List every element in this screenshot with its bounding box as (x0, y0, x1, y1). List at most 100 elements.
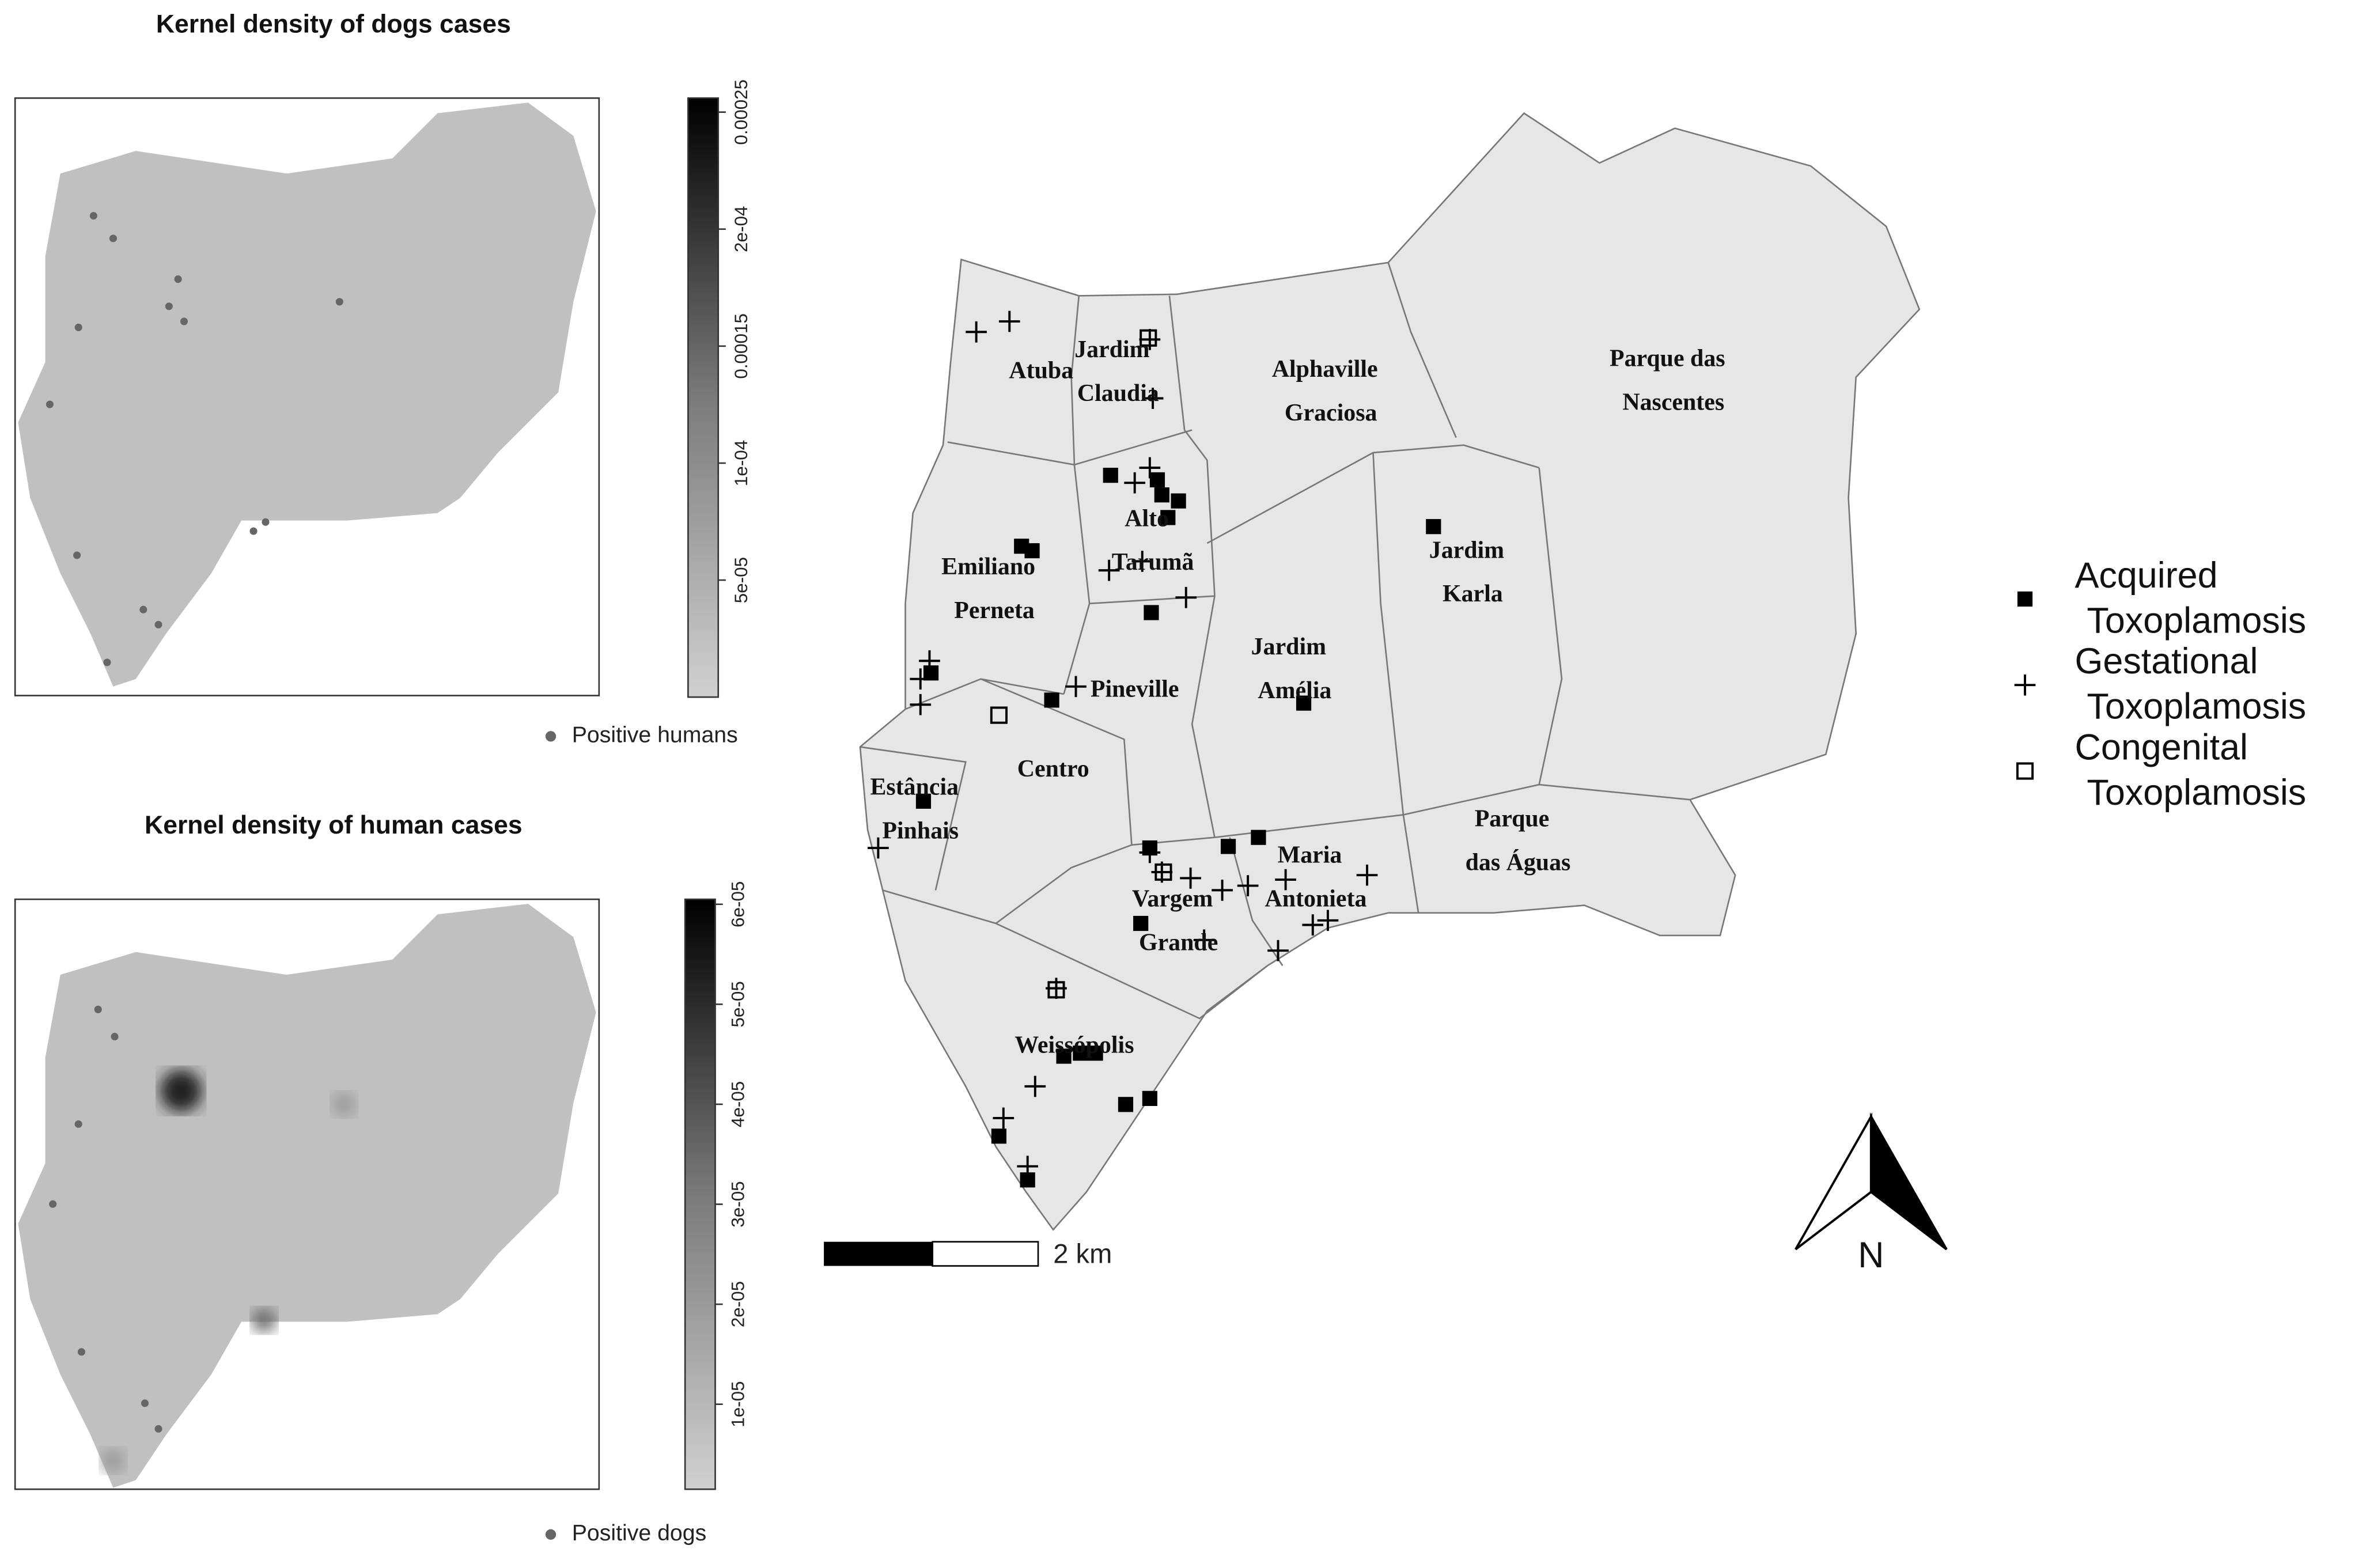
colorbar-tick-label: 1e-04 (731, 440, 751, 486)
gestational-case (1065, 676, 1087, 698)
legend-label: Congenital (2074, 727, 2248, 767)
neighborhood-label: Atuba (1009, 358, 1073, 384)
legend-symbol (545, 1529, 557, 1540)
colorbar-tick-label: 4e-05 (728, 1081, 748, 1127)
neighborhood-label: Pinhais (882, 817, 959, 844)
gestational-case (1142, 388, 1164, 409)
colorbar-tick-label: 6e-05 (728, 881, 748, 927)
legend-label: Positive humans (572, 722, 738, 748)
colorbar-tick-label: 0.00015 (731, 313, 751, 379)
gestational-case (993, 1107, 1014, 1129)
gestational-case (1131, 551, 1153, 572)
case-symbols (868, 310, 1441, 1188)
density-hotspot (160, 1070, 202, 1112)
panel-title: Kernel density of dogs cases (156, 10, 511, 38)
scale-segment (932, 1241, 1039, 1267)
density-hotspot (332, 1092, 357, 1117)
acquired-case (1073, 1046, 1088, 1061)
colorbar-tick-label: 3e-05 (728, 1181, 748, 1227)
acquired-case (1133, 915, 1149, 931)
neighborhood-label: Graciosa (1285, 400, 1377, 426)
district-boundaries (860, 262, 1690, 1020)
scale-bar: 2 km (824, 1238, 1112, 1268)
gestational-case (998, 310, 1020, 332)
map-legend: AcquiredToxoplamosisGestationalToxoplamo… (2014, 555, 2306, 813)
acquired-case (1088, 1046, 1103, 1061)
density-surface (18, 903, 596, 1488)
case-point (335, 298, 343, 306)
legend-label: Acquired (2074, 555, 2217, 596)
neighborhood-label: Perneta (954, 597, 1035, 624)
case-point (139, 605, 147, 613)
density-panels: Kernel density of dogs cases 5e-05 1e-04 0.… (14, 10, 751, 1546)
neighborhood-label: Karla (1443, 581, 1503, 607)
gestational-case (1356, 864, 1378, 886)
acquired-case (1296, 695, 1312, 711)
gestational-case (1267, 940, 1289, 961)
case-point (154, 620, 162, 628)
acquired-case (1024, 543, 1040, 559)
congenital-case (1140, 329, 1157, 347)
neighborhood-label: das Águas (1466, 849, 1571, 876)
acquired-case (915, 793, 932, 809)
gestational-case (1139, 842, 1161, 863)
neighborhood-label: Amélia (1258, 677, 1331, 704)
neighborhood-label: Alphaville (1272, 356, 1378, 382)
legend-acquired (2017, 591, 2033, 607)
legend-gestational (2014, 674, 2036, 696)
colorbar-tick-label: 5e-05 (731, 557, 751, 603)
case-point (141, 1399, 149, 1407)
acquired-case (991, 1128, 1007, 1144)
legend-label: Toxoplamosis (2087, 600, 2306, 641)
neighborhood-label: Jardim (1429, 537, 1504, 563)
scale-segment (824, 1241, 933, 1266)
congenital-case (1047, 981, 1065, 999)
acquired-case (1149, 472, 1165, 488)
gestational-case (1139, 457, 1161, 479)
density-surface (18, 103, 596, 687)
colorbar-tick-label: 0.00025 (731, 79, 751, 145)
colorbar-tick-label: 5e-05 (728, 981, 748, 1027)
panel-title: Kernel density of human cases (145, 811, 523, 839)
neighborhood-label: Antonieta (1265, 885, 1367, 912)
legend-label: Toxoplamosis (2087, 687, 2306, 727)
neighborhood-label: Pineville (1091, 676, 1179, 702)
neighborhood-label: Centro (1017, 756, 1089, 782)
colorbar (687, 97, 720, 698)
neighborhood-label: Parque das (1610, 346, 1725, 372)
case-point (180, 317, 188, 325)
acquired-case (1044, 692, 1059, 708)
scale-label: 2 km (1053, 1238, 1112, 1268)
legend-label: Toxoplamosis (2087, 772, 2306, 813)
acquired-case (1154, 487, 1169, 503)
gestational-case (919, 650, 940, 672)
neighborhood-label: Nascentes (1622, 389, 1724, 416)
case-point (154, 1425, 162, 1433)
acquired-case (1056, 1048, 1072, 1064)
case-point (74, 1120, 82, 1128)
gestational-case (1124, 472, 1146, 494)
case-point (109, 234, 117, 243)
legend-label: Gestational (2074, 641, 2258, 681)
gestational-case (1098, 559, 1120, 581)
gestational-case (1024, 1075, 1046, 1097)
acquired-case (1426, 519, 1441, 535)
neighborhood-label: Maria (1278, 842, 1342, 868)
acquired-case (1142, 1090, 1157, 1106)
case-point (165, 302, 173, 310)
main-map: 2 km N AtubaJardimClaudiaAlphavilleGraci… (824, 112, 1948, 1275)
case-point (73, 551, 81, 559)
case-point (94, 1005, 102, 1013)
gestational-case (1302, 914, 1324, 936)
acquired-case (1144, 605, 1159, 620)
gestational-case (1237, 875, 1259, 896)
neighborhood-label: Claudia (1077, 380, 1159, 407)
congenital-case (990, 706, 1008, 724)
acquired-case (1118, 1097, 1134, 1112)
gestational-case (910, 694, 932, 715)
neighborhood-label: Parque (1475, 806, 1550, 832)
gestational-case (1317, 910, 1339, 931)
gestational-case (1017, 1156, 1039, 1177)
neighborhood-label: Tarumã (1112, 549, 1194, 575)
neighborhood-label: Vargem (1132, 885, 1213, 912)
